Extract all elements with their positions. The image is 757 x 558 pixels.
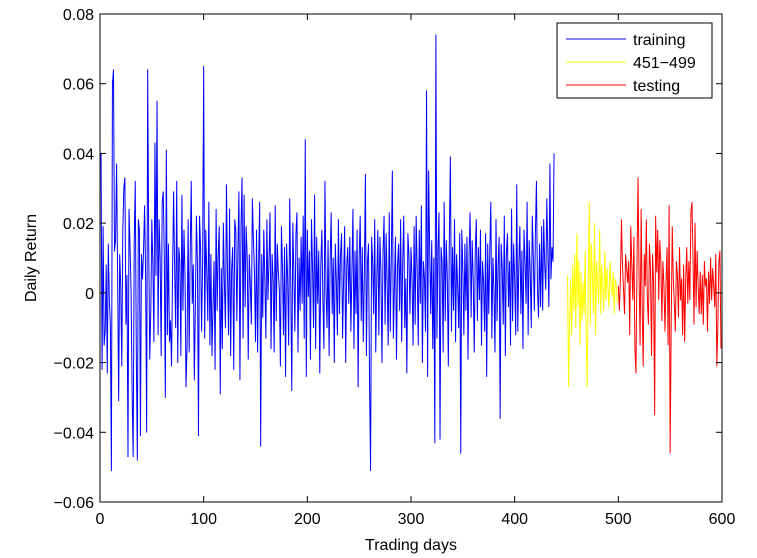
series-line-1 bbox=[567, 201, 618, 388]
y-tick-label: 0.04 bbox=[63, 146, 94, 163]
x-tick-label: 200 bbox=[294, 511, 321, 528]
tick-layer: 0 100 200 300 400 500 600 −0.06 −0.04 −0.02 0 0.02 0… bbox=[54, 7, 736, 528]
y-tick-label: 0.06 bbox=[63, 77, 94, 94]
series-line-2 bbox=[617, 177, 722, 454]
x-tick-label: 300 bbox=[398, 511, 425, 528]
legend-label-0: training bbox=[633, 32, 685, 49]
x-tick-label: 600 bbox=[709, 511, 736, 528]
x-tick-label: 0 bbox=[96, 511, 105, 528]
legend: training 451−499 testing bbox=[556, 22, 713, 99]
x-axis-label: Trading days bbox=[365, 537, 457, 554]
x-tick-label: 500 bbox=[605, 511, 632, 528]
legend-label-1: 451−499 bbox=[633, 55, 696, 72]
y-tick-label: −0.02 bbox=[54, 356, 95, 373]
y-tick-label: 0.08 bbox=[63, 7, 94, 24]
y-tick-label: 0.02 bbox=[63, 216, 94, 233]
legend-label-2: testing bbox=[633, 78, 680, 95]
series-layer bbox=[100, 34, 722, 472]
y-tick-label: −0.06 bbox=[54, 495, 95, 512]
x-tick-label: 100 bbox=[190, 511, 217, 528]
series-line-0 bbox=[100, 34, 555, 472]
x-tick-label: 400 bbox=[501, 511, 528, 528]
y-axis-label: Daily Return bbox=[23, 214, 40, 302]
y-tick-label: 0 bbox=[85, 286, 94, 303]
y-tick-label: −0.04 bbox=[54, 425, 95, 442]
